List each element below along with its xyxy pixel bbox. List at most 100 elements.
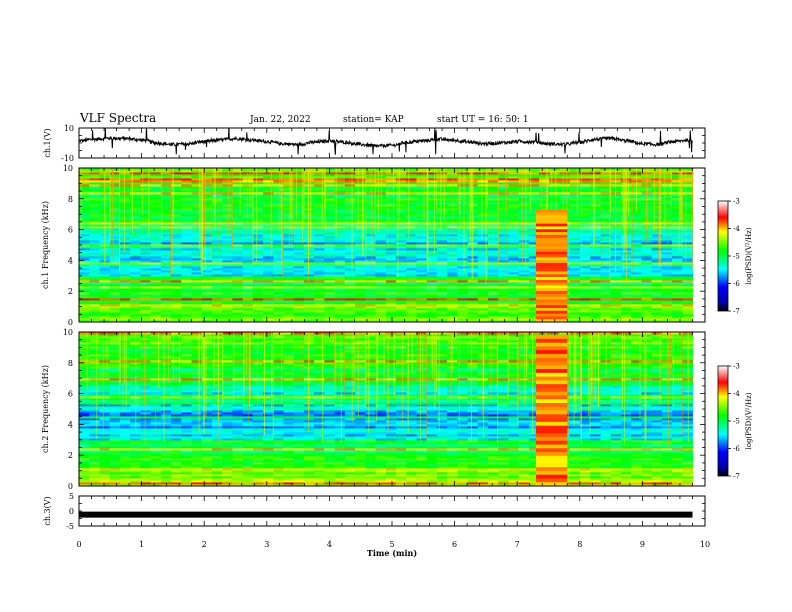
spectrogram-cell bbox=[334, 182, 346, 185]
spectrogram-cell bbox=[600, 240, 612, 243]
spectrogram-cell bbox=[160, 198, 172, 201]
spectrogram-cell bbox=[447, 192, 458, 195]
spectrogram-cell bbox=[406, 278, 418, 281]
spectrogram-cell bbox=[314, 220, 325, 223]
spectrogram-cell bbox=[181, 178, 193, 181]
spectrogram-cell bbox=[242, 310, 254, 313]
sferic-streak bbox=[626, 168, 628, 210]
spectrogram-cell bbox=[416, 254, 428, 257]
spectrogram-cell bbox=[273, 186, 285, 189]
spectrogram-cell bbox=[160, 210, 172, 213]
spectrogram-cell bbox=[242, 308, 254, 311]
spectrogram-cell bbox=[426, 230, 438, 233]
spectrogram-cell bbox=[130, 186, 141, 189]
spectrogram-cell bbox=[661, 314, 673, 317]
sferic-streak bbox=[692, 168, 694, 270]
spectrogram-cell bbox=[631, 310, 642, 313]
spectrogram-cell bbox=[201, 172, 213, 175]
spectrogram-cell bbox=[641, 306, 653, 309]
spectrogram-cell bbox=[232, 260, 244, 263]
spectrogram-cell bbox=[395, 268, 407, 271]
spectrogram-cell bbox=[181, 280, 193, 283]
spectrogram-cell bbox=[365, 250, 377, 253]
spectrogram-cell bbox=[119, 242, 131, 245]
spectrogram-cell bbox=[109, 214, 121, 217]
spectrogram-cell bbox=[150, 246, 162, 249]
spectrogram-cell bbox=[600, 246, 612, 249]
spectrogram-cell bbox=[150, 170, 162, 173]
sferic-streak bbox=[681, 168, 683, 250]
spectrogram-cell bbox=[140, 200, 152, 203]
spectrogram-cell bbox=[293, 254, 305, 257]
spectrogram-cell bbox=[436, 220, 448, 223]
spectrogram-cell bbox=[201, 318, 213, 321]
spectrogram-cell bbox=[672, 252, 683, 255]
spectrogram-cell bbox=[324, 288, 336, 291]
spectrogram-cell bbox=[498, 320, 510, 322]
spectrogram-cell bbox=[672, 274, 683, 277]
spectrogram-cell bbox=[498, 254, 510, 257]
spectrogram-cell bbox=[682, 268, 694, 271]
spectrogram-cell bbox=[232, 232, 244, 235]
spectrogram-cell bbox=[365, 196, 377, 199]
spectrogram-cell bbox=[518, 182, 530, 185]
spectrogram-cell bbox=[447, 210, 458, 213]
spectrogram-cell bbox=[569, 220, 581, 223]
spectrogram-cell bbox=[375, 254, 387, 257]
spectrogram-cell bbox=[140, 294, 152, 297]
spectrogram-cell bbox=[406, 242, 418, 245]
spectrogram-cell bbox=[211, 170, 223, 173]
spectrogram-cell bbox=[620, 316, 632, 319]
spectrogram-cell bbox=[498, 198, 510, 201]
sferic-streak bbox=[626, 168, 628, 284]
spectrogram-cell bbox=[140, 238, 152, 241]
burst-band bbox=[535, 248, 568, 253]
spectrogram-cell bbox=[457, 278, 469, 281]
spectrogram-cell bbox=[303, 242, 315, 245]
spectrogram-cell bbox=[620, 314, 632, 317]
spectrogram-cell bbox=[130, 252, 141, 255]
spectrogram-cell bbox=[457, 274, 469, 277]
spectrogram-cell bbox=[160, 226, 172, 229]
spectrogram-cell bbox=[590, 292, 602, 295]
spectrogram-cell bbox=[498, 172, 510, 175]
spectrogram-cell bbox=[130, 312, 141, 315]
spectrogram-cell bbox=[467, 302, 479, 305]
spectrogram-cell bbox=[661, 186, 673, 189]
spectrogram-cell bbox=[140, 278, 152, 281]
spectrogram-cell bbox=[119, 296, 131, 299]
spectrogram-cell bbox=[303, 244, 315, 247]
spectrogram-cell bbox=[457, 182, 469, 185]
spectrogram-cell bbox=[375, 240, 387, 243]
spectrogram-cell bbox=[150, 234, 162, 237]
spectrogram-cell bbox=[79, 236, 90, 239]
spectrogram-cell bbox=[385, 266, 397, 269]
spectrogram-cell bbox=[631, 296, 642, 299]
spectrogram-cell bbox=[232, 286, 244, 289]
spectrogram-cell bbox=[447, 174, 458, 177]
spectrogram-cell bbox=[569, 252, 581, 255]
spectrogram-cell bbox=[324, 214, 336, 217]
spectrogram-cell bbox=[610, 292, 622, 295]
spectrogram-cell bbox=[672, 202, 683, 205]
spectrogram-cell bbox=[171, 318, 182, 321]
spectrogram-cell bbox=[508, 218, 520, 221]
spectrogram-cell bbox=[539, 208, 550, 211]
spectrogram-cell bbox=[590, 270, 602, 273]
spectrogram-cell bbox=[130, 168, 141, 171]
spectrogram-cell bbox=[477, 180, 489, 183]
spectrogram-cell bbox=[89, 200, 101, 203]
spectrogram-cell bbox=[171, 224, 182, 227]
spectrogram-cell bbox=[334, 302, 346, 305]
spectrogram-cell bbox=[477, 216, 489, 219]
spectrogram-cell bbox=[498, 212, 510, 215]
spectrogram-cell bbox=[457, 290, 469, 293]
spectrogram-cell bbox=[477, 292, 489, 295]
spectrogram-cell bbox=[79, 174, 90, 177]
spectrogram-cell bbox=[426, 258, 438, 261]
spectrogram-cell bbox=[109, 264, 121, 267]
spectrogram-cell bbox=[436, 224, 448, 227]
spectrogram-cell bbox=[242, 240, 254, 243]
spectrogram-cell bbox=[498, 290, 510, 293]
spectrogram-cell bbox=[324, 286, 336, 289]
